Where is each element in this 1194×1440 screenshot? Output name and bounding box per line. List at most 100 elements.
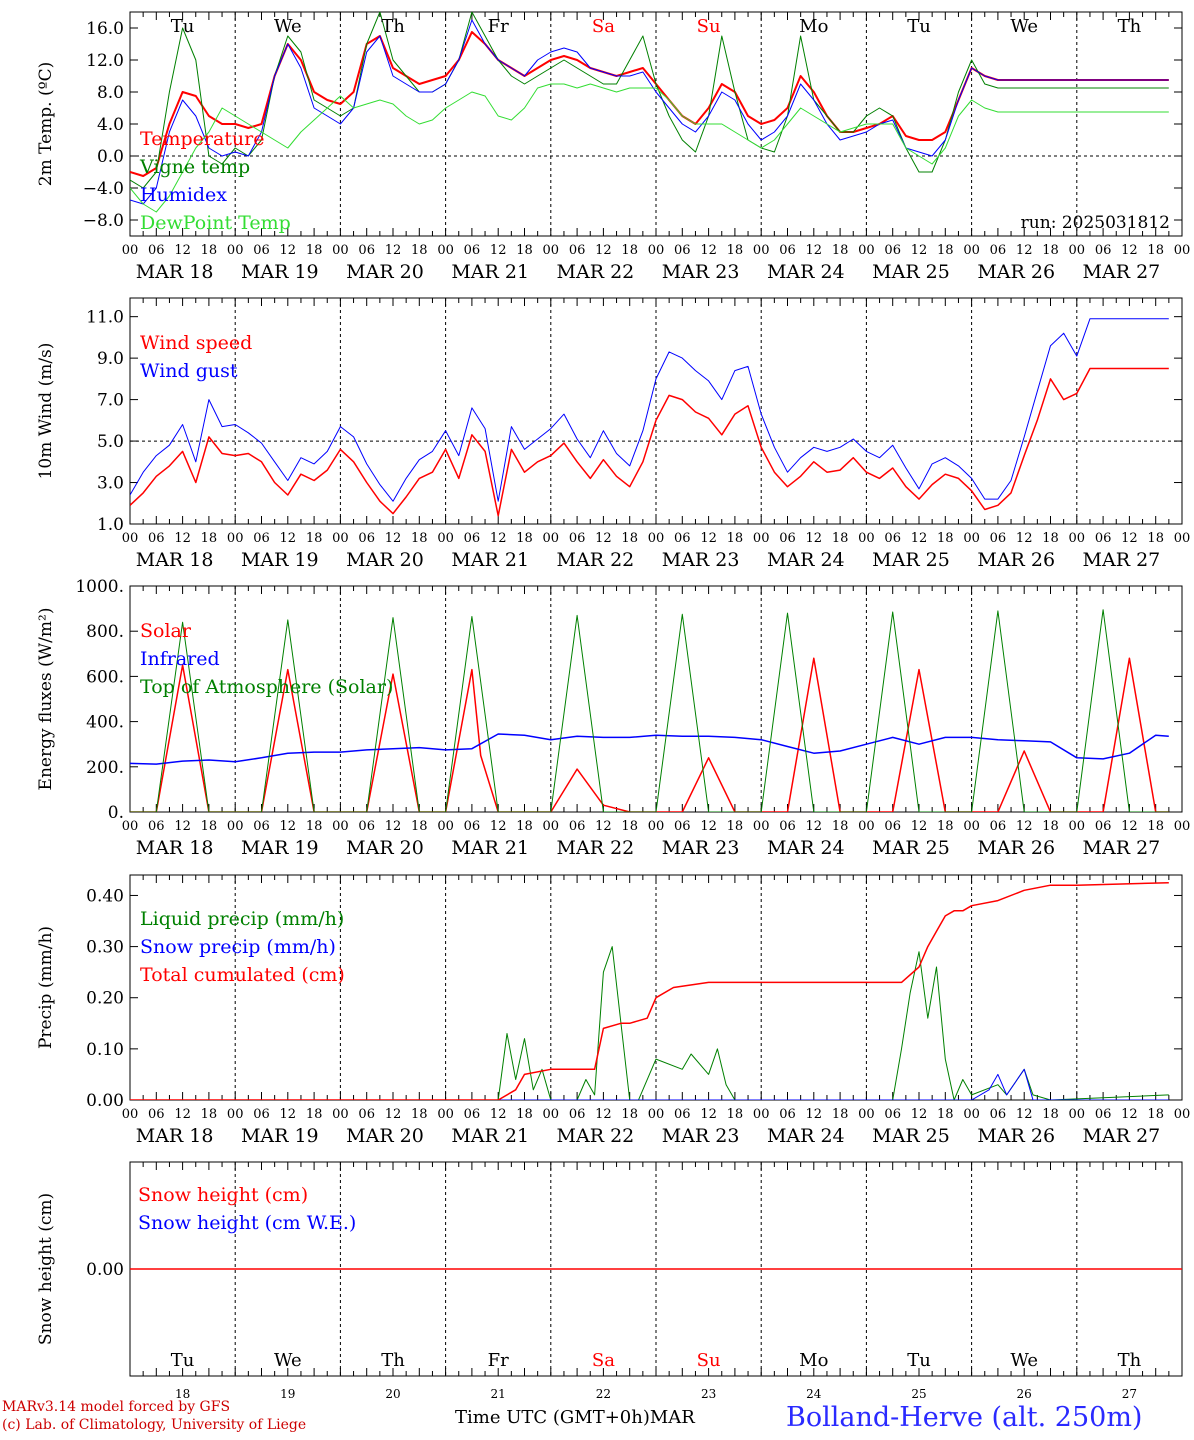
wind-hour-label: 18 — [306, 531, 323, 546]
flux-hour-label: 00 — [648, 819, 665, 834]
snow-y-axis-title: Snow height (cm) — [36, 1193, 56, 1345]
precip-series-snow-precip-mm-h — [130, 1068, 1169, 1100]
flux-hour-label: 12 — [1016, 819, 1033, 834]
wind-hour-label: 12 — [595, 531, 612, 546]
flux-legend-item: Infrared — [140, 648, 220, 670]
wind-hour-label: 06 — [990, 531, 1007, 546]
model-credit: MARv3.14 model forced by GFS (c) Lab. of… — [2, 1399, 306, 1433]
temp-date-label: MAR 19 — [241, 261, 319, 283]
temp-hour-label: 00 — [753, 243, 770, 258]
flux-date-label: MAR 18 — [136, 837, 214, 859]
wind-date-label: MAR 23 — [662, 549, 740, 571]
day-number-label: 20 — [385, 1387, 400, 1401]
wind-y-tick-label: 7.0 — [97, 391, 124, 411]
precip-date-label: MAR 19 — [241, 1125, 319, 1147]
precip-hour-label: 00 — [122, 1107, 139, 1122]
temp-y-tick-label: 4.0 — [97, 115, 124, 135]
precip-y-tick-label: 0.40 — [86, 886, 124, 906]
precip-y-tick-label: 0.00 — [86, 1091, 124, 1111]
precip-hour-label: 00 — [227, 1107, 244, 1122]
temp-hour-label: 00 — [437, 243, 454, 258]
temp-hour-label: 00 — [648, 243, 665, 258]
temp-hour-label: 06 — [779, 243, 796, 258]
temp-date-label: MAR 26 — [977, 261, 1055, 283]
wind-hour-label: 00 — [437, 531, 454, 546]
temp-hour-label: 00 — [122, 243, 139, 258]
day-number-label: 26 — [1017, 1387, 1032, 1401]
flux-hour-label: 06 — [674, 819, 691, 834]
flux-series-infrared — [130, 733, 1169, 765]
flux-y-axis-title: Energy fluxes (W/m²) — [36, 608, 56, 791]
temp-day-name: Th — [1118, 16, 1142, 37]
temp-hour-label: 12 — [280, 243, 297, 258]
flux-hour-label: 18 — [832, 819, 849, 834]
precip-legend-item: Liquid precip (mm/h) — [140, 908, 344, 930]
temp-hour-label: 12 — [174, 243, 191, 258]
wind-panel: 11.0 9.0 7.0 5.0 3.0 1.0 10m Wind (m/s) Wind sp… — [36, 297, 1190, 571]
temp-hour-label: 00 — [543, 243, 560, 258]
precip-hour-label: 18 — [832, 1107, 849, 1122]
snow-panel: 0.00 Snow height (cm) Snow height (cm) Snow… — [36, 1161, 1183, 1401]
temp-series-dewpoint-temp — [130, 83, 1169, 213]
precip-hour-label: 06 — [674, 1107, 691, 1122]
flux-series-solar — [130, 657, 1169, 812]
wind-date-label: MAR 20 — [346, 549, 424, 571]
temp-hour-label: 06 — [464, 243, 481, 258]
temp-hour-label: 18 — [411, 243, 428, 258]
flux-date-label: MAR 27 — [1083, 837, 1161, 859]
temp-date-label: MAR 27 — [1083, 261, 1161, 283]
temp-hour-label: 12 — [595, 243, 612, 258]
wind-hour-label: 00 — [543, 531, 560, 546]
flux-hour-label: 06 — [358, 819, 375, 834]
precip-date-label: MAR 21 — [451, 1125, 529, 1147]
temp-series-vigne-temp — [130, 12, 1169, 189]
precip-legend-item: Snow precip (mm/h) — [140, 936, 336, 958]
wind-hour-label: 12 — [911, 531, 928, 546]
credit-line: (c) Lab. of Climatology, University of L… — [2, 1417, 307, 1433]
wind-hour-label: 12 — [1016, 531, 1033, 546]
wind-date-label: MAR 25 — [872, 549, 950, 571]
flux-hour-label: 18 — [937, 819, 954, 834]
temp-hour-label: 18 — [621, 243, 638, 258]
wind-y-tick-label: 1.0 — [97, 515, 124, 535]
wind-hour-label: 18 — [1147, 531, 1164, 546]
wind-series-wind-gust — [130, 318, 1169, 502]
flux-series-top-of-atmosphere-solar — [130, 609, 1169, 812]
precip-hour-label: 06 — [884, 1107, 901, 1122]
wind-y-tick-label: 3.0 — [97, 474, 124, 494]
flux-date-label: MAR 19 — [241, 837, 319, 859]
flux-hour-label: 06 — [884, 819, 901, 834]
flux-hour-label: 00 — [753, 819, 770, 834]
time-axis-label: Time UTC (GMT+0h) — [455, 1407, 650, 1428]
flux-hour-label: 18 — [621, 819, 638, 834]
day-number-label: 19 — [280, 1387, 295, 1401]
precip-hour-label: 18 — [201, 1107, 218, 1122]
wind-hour-label: 06 — [569, 531, 586, 546]
flux-date-label: MAR 26 — [977, 837, 1055, 859]
wind-date-label: MAR 24 — [767, 549, 845, 571]
precip-panel: 0.40 0.30 0.20 0.10 0.00 Precip (mm/h) Liquid … — [36, 874, 1190, 1147]
flux-legend-item: Top of Atmosphere (Solar) — [140, 676, 393, 698]
flux-legend-item: Solar — [140, 620, 192, 642]
flux-hour-label: 06 — [779, 819, 796, 834]
wind-hour-label: 06 — [674, 531, 691, 546]
flux-hour-label: 06 — [1095, 819, 1112, 834]
precip-hour-label: 00 — [437, 1107, 454, 1122]
precip-hour-label: 00 — [1069, 1107, 1086, 1122]
temp-hour-label: 12 — [806, 243, 823, 258]
temp-hour-label: 18 — [1042, 243, 1059, 258]
temp-date-label: MAR 25 — [872, 261, 950, 283]
flux-date-label: MAR 20 — [346, 837, 424, 859]
wind-date-label: MAR 26 — [977, 549, 1055, 571]
precip-hour-label: 18 — [621, 1107, 638, 1122]
precip-legend-item: Total cumulated (cm) — [140, 964, 345, 986]
temp-y-tick-label: −8.0 — [83, 211, 124, 231]
flux-hour-label: 00 — [1069, 819, 1086, 834]
snow-day-name: Su — [697, 1350, 721, 1371]
precip-hour-label: 06 — [779, 1107, 796, 1122]
wind-hour-label: 06 — [358, 531, 375, 546]
temp-day-name: We — [1010, 16, 1038, 37]
flux-hour-label: 12 — [595, 819, 612, 834]
flux-hour-label: 12 — [1121, 819, 1138, 834]
wind-series-wind-speed — [130, 367, 1169, 517]
